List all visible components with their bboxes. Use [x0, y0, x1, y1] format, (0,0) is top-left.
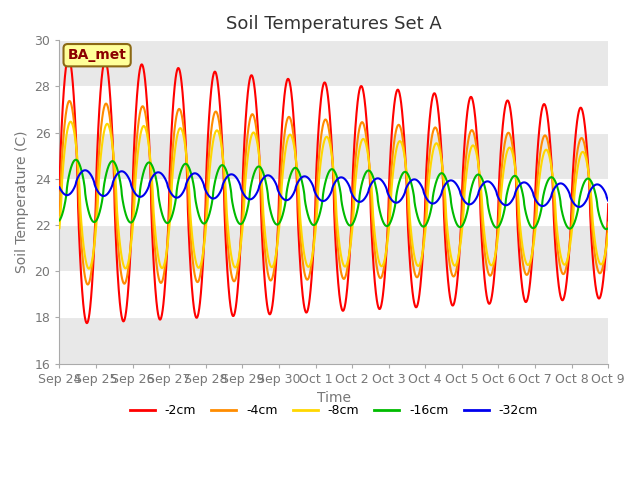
Line: -4cm: -4cm	[60, 101, 608, 285]
-4cm	[165, 214, 173, 219]
-8cm	[56, 225, 63, 231]
-16cm	[319, 191, 327, 196]
Bar	[60, 271, 608, 317]
-8cm	[238, 233, 246, 239]
-8cm	[319, 142, 327, 147]
-4cm	[604, 220, 612, 226]
-16cm	[56, 217, 63, 223]
-32cm	[604, 198, 612, 204]
-16cm	[165, 219, 173, 225]
-2cm	[165, 190, 173, 196]
-32cm	[388, 198, 396, 204]
-16cm	[602, 226, 610, 232]
Line: -2cm: -2cm	[60, 57, 608, 323]
-32cm	[319, 198, 327, 204]
-4cm	[84, 282, 92, 288]
-8cm	[85, 266, 93, 272]
-32cm	[274, 188, 282, 193]
-4cm	[56, 212, 63, 218]
-2cm	[56, 188, 63, 193]
X-axis label: Time: Time	[317, 391, 351, 405]
-32cm	[165, 187, 173, 192]
-8cm	[389, 173, 397, 179]
-8cm	[165, 227, 173, 232]
-32cm	[238, 187, 246, 193]
-16cm	[388, 214, 396, 219]
Line: -8cm: -8cm	[60, 121, 608, 269]
-2cm	[389, 118, 397, 123]
-32cm	[580, 202, 588, 207]
-8cm	[604, 231, 612, 237]
-4cm	[389, 152, 397, 157]
-16cm	[580, 181, 588, 187]
-4cm	[66, 98, 74, 104]
Bar	[60, 179, 608, 225]
Line: -16cm: -16cm	[60, 160, 608, 229]
-2cm	[580, 114, 588, 120]
-16cm	[72, 157, 79, 163]
-16cm	[274, 221, 282, 227]
-2cm	[319, 82, 327, 87]
-4cm	[275, 226, 282, 232]
-4cm	[238, 223, 246, 229]
-2cm	[275, 218, 282, 224]
-16cm	[238, 221, 246, 227]
Y-axis label: Soil Temperature (C): Soil Temperature (C)	[15, 131, 29, 273]
-8cm	[67, 119, 74, 124]
Legend: -2cm, -4cm, -8cm, -16cm, -32cm: -2cm, -4cm, -8cm, -16cm, -32cm	[125, 399, 543, 422]
-2cm	[604, 201, 612, 207]
-4cm	[580, 138, 588, 144]
-2cm	[65, 54, 72, 60]
-4cm	[319, 120, 327, 126]
Title: Soil Temperatures Set A: Soil Temperatures Set A	[226, 15, 442, 33]
-32cm	[56, 184, 63, 190]
Bar	[60, 86, 608, 132]
Text: BA_met: BA_met	[68, 48, 127, 62]
-16cm	[604, 225, 612, 231]
-2cm	[238, 213, 246, 218]
-32cm	[81, 168, 89, 173]
Line: -32cm: -32cm	[60, 170, 608, 207]
-2cm	[83, 320, 91, 326]
-8cm	[275, 235, 282, 240]
-8cm	[580, 150, 588, 156]
-32cm	[575, 204, 583, 210]
